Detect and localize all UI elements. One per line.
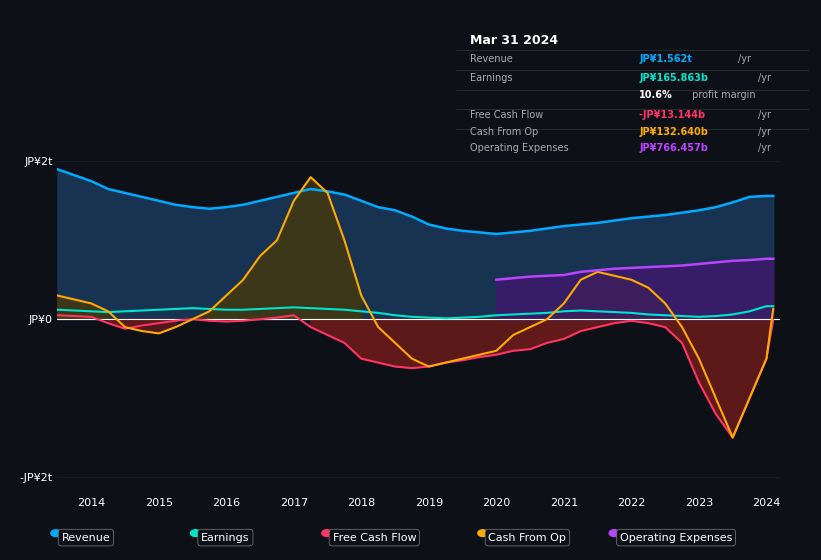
Text: -JP¥13.144b: -JP¥13.144b (640, 110, 709, 120)
Text: profit margin: profit margin (689, 90, 755, 100)
Text: /yr: /yr (758, 143, 771, 153)
Text: Operating Expenses: Operating Expenses (620, 533, 732, 543)
Text: JP¥165.863b: JP¥165.863b (640, 73, 712, 83)
Text: JP¥132.640b: JP¥132.640b (640, 127, 712, 137)
Text: Revenue: Revenue (470, 54, 512, 64)
Text: Free Cash Flow: Free Cash Flow (333, 533, 416, 543)
Text: JP¥1.562t: JP¥1.562t (640, 54, 695, 64)
Text: /yr: /yr (758, 110, 771, 120)
Text: Cash From Op: Cash From Op (488, 533, 566, 543)
Text: Revenue: Revenue (62, 533, 110, 543)
Text: Mar 31 2024: Mar 31 2024 (470, 34, 558, 46)
Text: Earnings: Earnings (201, 533, 250, 543)
Text: Cash From Op: Cash From Op (470, 127, 538, 137)
Text: /yr: /yr (758, 73, 771, 83)
Text: /yr: /yr (758, 127, 771, 137)
Text: 10.6%: 10.6% (640, 90, 673, 100)
Text: Operating Expenses: Operating Expenses (470, 143, 568, 153)
Text: Earnings: Earnings (470, 73, 512, 83)
Text: Free Cash Flow: Free Cash Flow (470, 110, 543, 120)
Text: JP¥766.457b: JP¥766.457b (640, 143, 712, 153)
Text: /yr: /yr (738, 54, 751, 64)
